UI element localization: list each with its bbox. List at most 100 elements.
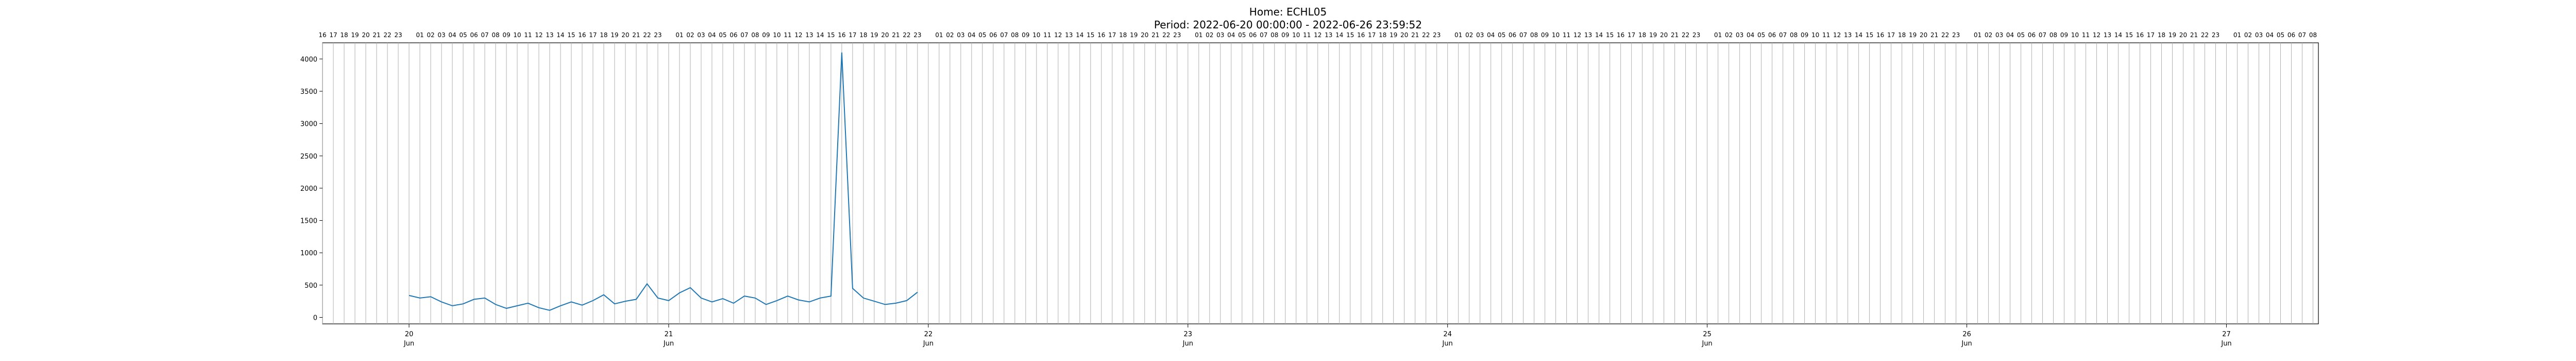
- hour-tick-label: 05: [2017, 31, 2025, 39]
- hour-tick-label: 02: [2244, 31, 2252, 39]
- hour-tick-label: 12: [794, 31, 802, 39]
- y-tick-label: 3000: [300, 121, 317, 128]
- hour-tick-label: 13: [1584, 31, 1592, 39]
- hour-tick-label: 06: [989, 31, 997, 39]
- x-tick-day-label: 26: [1962, 331, 1971, 338]
- hour-tick-label: 12: [535, 31, 543, 39]
- hour-tick-label: 01: [416, 31, 423, 39]
- hour-tick-label: 23: [2212, 31, 2219, 39]
- hour-tick-label: 07: [740, 31, 748, 39]
- hour-tick-label: 23: [913, 31, 921, 39]
- hour-tick-label: 04: [2006, 31, 2014, 39]
- hour-tick-label: 19: [611, 31, 618, 39]
- hour-tick-label: 06: [470, 31, 478, 39]
- hour-tick-label: 08: [751, 31, 759, 39]
- hour-tick-label: 06: [2028, 31, 2036, 39]
- hour-tick-label: 17: [1368, 31, 1376, 39]
- x-tick-day-label: 25: [1703, 331, 1711, 338]
- hour-tick-label: 17: [589, 31, 597, 39]
- hour-tick-label: 15: [2125, 31, 2133, 39]
- hour-tick-label: 07: [1519, 31, 1527, 39]
- hour-tick-label: 22: [2201, 31, 2209, 39]
- hour-tick-label: 18: [600, 31, 607, 39]
- hour-tick-label: 07: [2039, 31, 2046, 39]
- plot-frame: [322, 42, 2319, 324]
- hour-tick-label: 23: [1433, 31, 1440, 39]
- hour-tick-label: 02: [946, 31, 954, 39]
- hour-tick-label: 08: [1530, 31, 1538, 39]
- hour-tick-label: 21: [2190, 31, 2198, 39]
- hour-tick-label: 04: [1227, 31, 1235, 39]
- hour-tick-label: 15: [1087, 31, 1094, 39]
- hour-tick-label: 23: [654, 31, 662, 39]
- hour-tick-label: 01: [1454, 31, 1462, 39]
- hour-tick-label: 14: [1855, 31, 1862, 39]
- hour-tick-label: 18: [1898, 31, 1906, 39]
- hour-tick-label: 18: [1379, 31, 1386, 39]
- hour-tick-label: 22: [1941, 31, 1949, 39]
- hour-tick-label: 05: [1498, 31, 1505, 39]
- hour-tick-label: 22: [1162, 31, 1170, 39]
- hour-tick-label: 23: [1952, 31, 1960, 39]
- hour-tick-label: 01: [2233, 31, 2241, 39]
- hour-tick-label: 13: [1325, 31, 1332, 39]
- hour-tick-label: 18: [1119, 31, 1127, 39]
- hour-tick-label: 16: [1617, 31, 1624, 39]
- hour-tick-label: 20: [362, 31, 369, 39]
- hour-tick-label: 10: [773, 31, 781, 39]
- hour-tick-label: 23: [1173, 31, 1181, 39]
- hour-tick-label: 11: [1303, 31, 1311, 39]
- x-tick-month-label: Jun: [663, 340, 674, 348]
- hour-tick-label: 10: [2071, 31, 2079, 39]
- hour-tick-label: 17: [1628, 31, 1635, 39]
- x-tick-month-label: Jun: [1701, 340, 1712, 348]
- hour-tick-label: 20: [621, 31, 629, 39]
- hour-tick-label: 15: [1346, 31, 1354, 39]
- hour-tick-label: 21: [1411, 31, 1419, 39]
- hour-tick-label: 17: [1887, 31, 1895, 39]
- hour-tick-label: 14: [2114, 31, 2122, 39]
- hour-tick-label: 09: [502, 31, 510, 39]
- hour-tick-label: 12: [1833, 31, 1841, 39]
- x-tick-day-label: 20: [405, 331, 414, 338]
- hour-tick-label: 16: [1357, 31, 1365, 39]
- x-tick-month-label: Jun: [923, 340, 934, 348]
- y-tick-label: 2000: [300, 185, 317, 193]
- hour-tick-label: 11: [1822, 31, 1830, 39]
- hour-tick-label: 08: [2309, 31, 2317, 39]
- hour-tick-label: 01: [1974, 31, 1981, 39]
- hour-tick-label: 17: [849, 31, 856, 39]
- hour-tick-label: 07: [1260, 31, 1267, 39]
- hour-tick-label: 01: [1714, 31, 1722, 39]
- hour-tick-label: 11: [524, 31, 532, 39]
- hour-tick-label: 19: [2168, 31, 2176, 39]
- hour-tick-label: 03: [2255, 31, 2263, 39]
- y-tick-label: 4000: [300, 56, 317, 63]
- hour-tick-label: 02: [1465, 31, 1473, 39]
- hour-tick-label: 16: [2136, 31, 2144, 39]
- hour-tick-label: 15: [1606, 31, 1614, 39]
- chart-subtitle: Period: 2022-06-20 00:00:00 - 2022-06-26…: [1154, 19, 1422, 31]
- hour-tick-label: 12: [2093, 31, 2100, 39]
- series-line: [409, 52, 918, 311]
- hour-tick-label: 19: [1909, 31, 1917, 39]
- x-tick-month-label: Jun: [403, 340, 414, 348]
- hour-tick-label: 03: [1995, 31, 2003, 39]
- hour-tick-label: 07: [1779, 31, 1787, 39]
- hour-tick-label: 21: [1930, 31, 1938, 39]
- hour-tick-label: 07: [1000, 31, 1008, 39]
- hour-tick-label: 07: [481, 31, 488, 39]
- hour-tick-label: 21: [1671, 31, 1679, 39]
- hour-tick-label: 15: [1866, 31, 1873, 39]
- hour-tick-label: 14: [556, 31, 564, 39]
- hour-tick-label: 13: [546, 31, 553, 39]
- hour-tick-label: 06: [730, 31, 737, 39]
- y-tick-label: 0: [313, 314, 317, 322]
- hour-tick-label: 16: [578, 31, 586, 39]
- hour-tick-label: 23: [1692, 31, 1700, 39]
- hour-tick-label: 11: [2082, 31, 2090, 39]
- hour-tick-label: 10: [1292, 31, 1300, 39]
- hour-tick-label: 20: [1400, 31, 1408, 39]
- hour-tick-label: 13: [805, 31, 813, 39]
- hour-tick-label: 02: [1725, 31, 1733, 39]
